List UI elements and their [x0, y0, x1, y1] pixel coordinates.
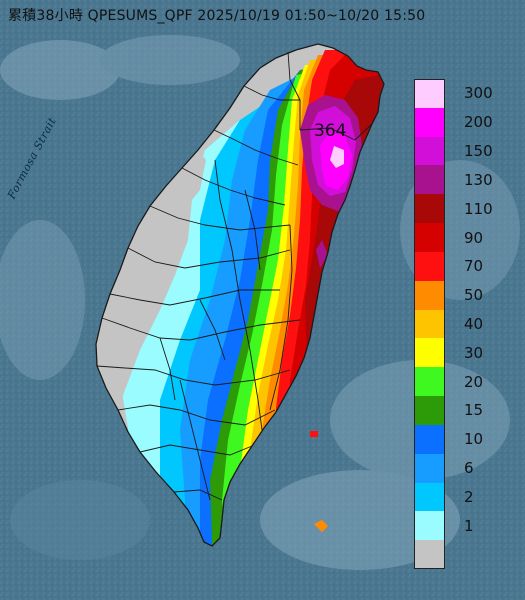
legend-swatch: [414, 424, 445, 454]
legend-label: 40: [464, 314, 484, 333]
legend-swatch: [414, 136, 445, 166]
legend-row: 2: [412, 482, 522, 512]
legend-swatch: [414, 453, 445, 483]
legend-swatch: [414, 367, 445, 397]
legend-swatch: [414, 396, 445, 425]
legend-row: 150: [412, 136, 522, 166]
legend-row: 300: [412, 79, 522, 108]
legend-row: 40: [412, 309, 522, 339]
legend-row: 90: [412, 223, 522, 252]
legend-label: 6: [464, 459, 474, 478]
legend-label: 300: [464, 84, 493, 103]
rainfall-legend: 300 200 150 130 110 90 70 50 40 30 20 15 10 6 2 1: [412, 79, 522, 570]
green-island: [310, 431, 318, 437]
legend-swatch: [414, 194, 445, 224]
legend-row: 130: [412, 165, 522, 195]
legend-swatch: [414, 280, 445, 310]
map-title: 累積38小時 QPESUMS_QPF 2025/10/19 01:50~10/2…: [8, 8, 426, 24]
legend-row: 30: [412, 338, 522, 368]
legend-label: 1: [464, 516, 474, 535]
legend-label: 15: [464, 401, 484, 420]
legend-label: 10: [464, 430, 484, 449]
legend-row: 110: [412, 194, 522, 224]
legend-row: 70: [412, 251, 522, 281]
legend-label: 110: [464, 199, 493, 218]
legend-label: 20: [464, 372, 484, 391]
legend-row: 20: [412, 367, 522, 397]
legend-label: 70: [464, 257, 484, 276]
legend-swatch: [414, 482, 445, 512]
legend-swatch: [414, 540, 445, 569]
legend-swatch: [414, 107, 445, 137]
legend-label: 200: [464, 113, 493, 132]
legend-row: 6: [412, 453, 522, 483]
legend-label: 90: [464, 228, 484, 247]
legend-label: 50: [464, 286, 484, 305]
legend-swatch: [414, 165, 445, 195]
legend-swatch: [414, 251, 445, 281]
legend-row: 50: [412, 280, 522, 310]
legend-swatch: [414, 309, 445, 339]
legend-row: 10: [412, 424, 522, 454]
legend-swatch: [414, 511, 445, 541]
county-borders: [95, 43, 385, 547]
legend-row: 15: [412, 396, 522, 425]
legend-swatch: [414, 338, 445, 368]
legend-row: 200: [412, 107, 522, 137]
legend-label: 2: [464, 487, 474, 506]
legend-label: 150: [464, 142, 493, 161]
legend-row: [412, 540, 522, 569]
orchid-island: [314, 520, 328, 532]
legend-swatch: [414, 79, 445, 108]
legend-label: 30: [464, 343, 484, 362]
legend-swatch: [414, 223, 445, 252]
legend-label: 130: [464, 170, 493, 189]
legend-row: 1: [412, 511, 522, 541]
max-rainfall-label: 364: [314, 121, 347, 141]
